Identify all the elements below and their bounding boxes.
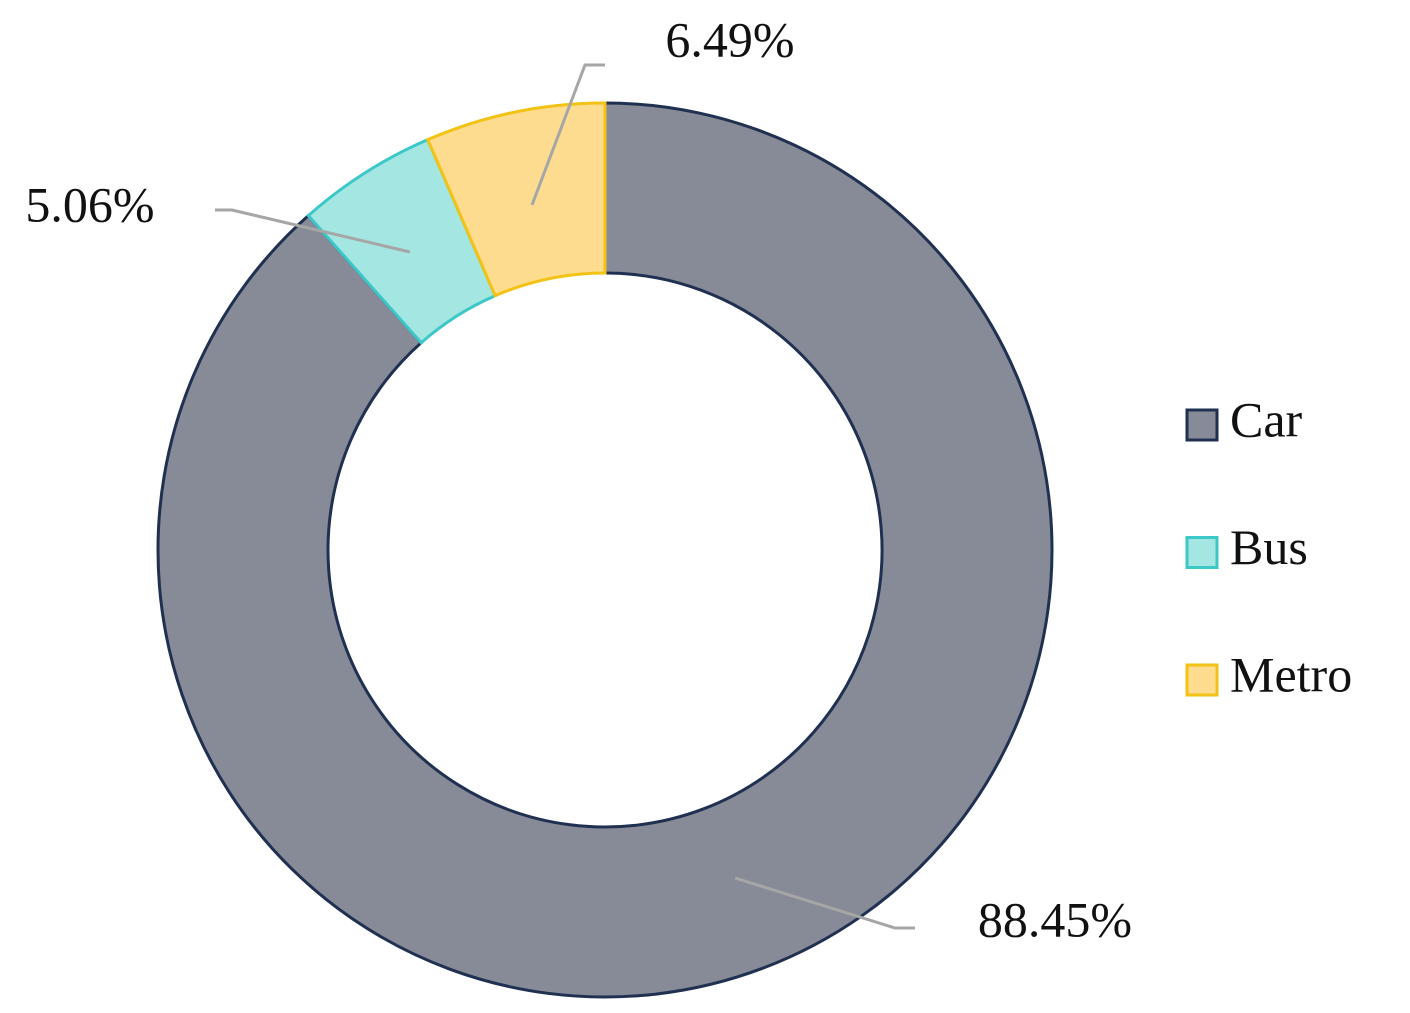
donut-segment (156, 101, 1054, 999)
data-label: 6.49% (665, 11, 794, 67)
legend-swatch (1185, 663, 1219, 697)
legend-label: Car (1230, 391, 1303, 447)
leader-line (215, 208, 411, 254)
leader-line (734, 876, 915, 930)
legend-swatch (1185, 536, 1219, 569)
data-label: 88.45% (978, 891, 1132, 947)
leader-line (530, 63, 605, 206)
legend-label: Bus (1230, 519, 1308, 575)
legend-swatch (1185, 408, 1219, 442)
legend-label: Metro (1230, 646, 1352, 702)
data-label: 5.06% (25, 176, 154, 232)
donut-segment (425, 101, 607, 298)
